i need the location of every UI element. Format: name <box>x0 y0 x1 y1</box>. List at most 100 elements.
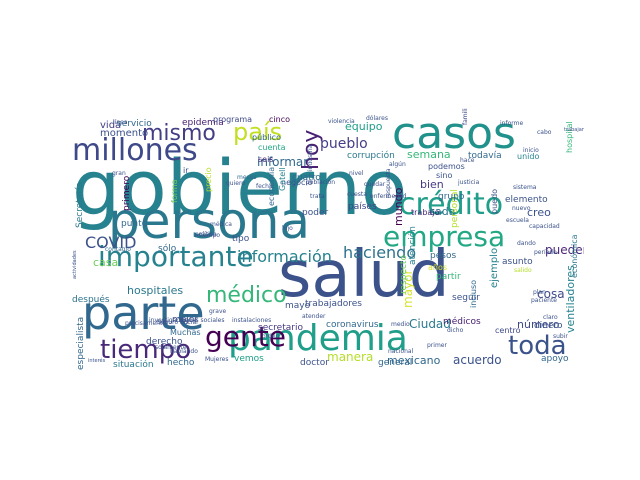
cloud-word: hecho <box>167 358 195 368</box>
cloud-word: enfermedad <box>370 193 407 200</box>
cloud-word: situación <box>113 359 154 370</box>
cloud-word: general <box>378 358 412 368</box>
cloud-word: hospital <box>565 121 574 153</box>
cloud-word: sistema <box>513 184 537 191</box>
cloud-word: interés <box>88 357 106 364</box>
cloud-word: violencia <box>328 118 355 125</box>
cloud-word: orden <box>262 333 280 340</box>
cloud-word: corrupción <box>347 150 395 161</box>
cloud-word: Mujeres <box>205 356 229 363</box>
cloud-word: trata <box>310 193 325 200</box>
cloud-word: respecto <box>399 255 409 294</box>
cloud-word: trabajo <box>411 208 440 217</box>
cloud-word: cada <box>429 205 456 218</box>
cloud-word: hospitales <box>127 284 183 297</box>
cloud-word: redes sociales <box>182 317 224 324</box>
cloud-word: epidemia <box>182 118 224 128</box>
cloud-word: económica <box>569 234 579 278</box>
cloud-word: gobierno <box>72 143 407 232</box>
cloud-word: dinero <box>534 321 563 331</box>
cloud-word: programa <box>213 115 252 124</box>
cloud-word: mundo <box>392 187 405 226</box>
cloud-word: Gatell <box>278 167 287 191</box>
cloud-word: punto <box>121 219 148 229</box>
cloud-word: centro <box>495 326 521 335</box>
cloud-word: doctor <box>300 358 329 368</box>
cloud-word: años <box>428 263 447 272</box>
cloud-word: médicos <box>443 316 481 327</box>
cloud-word: podemos <box>428 162 465 171</box>
cloud-word: primero <box>122 175 132 211</box>
cloud-word: actividades <box>72 250 78 279</box>
cloud-word: industria <box>307 144 314 171</box>
cloud-word: capacidad <box>529 223 560 230</box>
cloud-word: dólares <box>366 115 388 122</box>
cloud-word: contagio <box>105 246 131 253</box>
cloud-word: grave <box>209 308 227 315</box>
cloud-word: mismo <box>142 121 216 146</box>
cloud-word: cuenta <box>258 143 286 152</box>
cloud-word: momento <box>100 128 148 139</box>
cloud-word: manera <box>327 350 373 364</box>
cloud-word: tiempo <box>199 232 220 239</box>
cloud-word: cinco <box>269 115 290 124</box>
cloud-word: hijo <box>282 225 293 232</box>
cloud-word: elemento <box>505 195 548 205</box>
cloud-word: cabo <box>537 129 552 136</box>
cloud-word: toda <box>508 331 567 361</box>
cloud-word: ejemplo <box>489 248 500 288</box>
cloud-word: nacional <box>388 348 414 355</box>
cloud-word: pueblo <box>320 136 368 152</box>
cloud-word: seguir <box>452 293 480 303</box>
cloud-word: poder <box>302 208 328 218</box>
cloud-word: ventiladores <box>564 265 577 333</box>
cloud-word: hablando <box>170 348 198 355</box>
cloud-word: todavía <box>468 151 502 161</box>
cloud-word: familiares <box>462 108 469 125</box>
cloud-word: informar <box>257 155 308 169</box>
cloud-word: paciente <box>531 297 557 304</box>
cloud-word: subir <box>553 333 568 340</box>
cloud-word: hace <box>460 157 475 164</box>
cloud-word: información <box>237 247 332 266</box>
cloud-word: persona <box>108 192 310 250</box>
cloud-word: número <box>517 318 560 331</box>
cloud-word: nuevo <box>512 205 531 212</box>
cloud-word: cuesta <box>347 191 367 198</box>
cloud-word: mexicano <box>387 354 441 367</box>
cloud-word: sino <box>436 171 452 180</box>
cloud-word: asunto <box>502 257 533 267</box>
cloud-word: quiero <box>226 180 245 187</box>
cloud-word: acuerdo <box>453 353 502 367</box>
cloud-word: países <box>348 202 377 212</box>
cloud-word: médica <box>210 221 232 228</box>
cloud-word: trabajando <box>564 127 584 133</box>
cloud-word: haciendo <box>343 243 416 262</box>
cloud-word: unido <box>517 152 539 161</box>
cloud-word: país <box>233 118 282 146</box>
cloud-word: médico <box>206 283 287 308</box>
cloud-word: trabajadores <box>305 299 362 309</box>
cloud-word: empresa <box>383 220 505 253</box>
cloud-word: parte <box>82 286 205 340</box>
cloud-word: dando <box>517 240 536 247</box>
cloud-word: importante <box>98 240 254 273</box>
cloud-word: tiempo <box>100 335 191 365</box>
cloud-word: tipo <box>232 234 250 244</box>
cloud-word: salud <box>278 238 450 312</box>
cloud-word: solamente <box>155 344 187 351</box>
cloud-word: política <box>195 231 217 238</box>
cloud-word: informe <box>500 120 523 127</box>
cloud-word: sólo <box>158 243 177 254</box>
cloud-word: millones <box>72 133 198 168</box>
cloud-word: dicho <box>447 327 464 334</box>
cloud-word: mayo <box>285 301 311 311</box>
cloud-word: después <box>72 294 110 305</box>
cloud-word: ir <box>183 166 189 175</box>
cloud-word: servicio <box>117 119 152 129</box>
cloud-word: vida <box>100 120 121 131</box>
cloud-word: casos <box>392 108 516 159</box>
cloud-word: período <box>534 249 557 256</box>
cloud-word: primer <box>427 342 447 349</box>
